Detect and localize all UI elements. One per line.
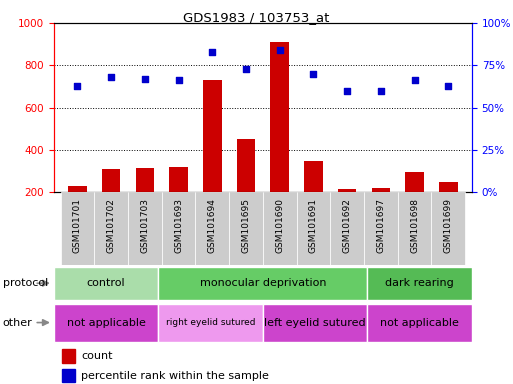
Bar [68,186,87,192]
Bar [364,192,398,265]
Point [174,78,183,84]
Bar [367,303,472,342]
Bar [297,192,330,265]
Point [377,88,385,94]
Text: GSM101701: GSM101701 [73,198,82,253]
Bar [263,192,297,265]
Bar [54,303,159,342]
Bar [169,167,188,192]
Point [107,74,115,80]
Bar [367,267,472,300]
Text: other: other [3,318,32,328]
Point [208,49,216,55]
Point [141,76,149,82]
Text: GSM101692: GSM101692 [343,198,352,253]
Point [309,71,318,77]
Bar [128,192,162,265]
Text: GSM101691: GSM101691 [309,198,318,253]
Bar [405,172,424,192]
Bar [159,267,367,300]
Text: right eyelid sutured: right eyelid sutured [166,318,255,327]
Bar [371,188,390,192]
Bar [135,168,154,192]
Bar [195,192,229,265]
Bar [338,189,357,192]
Point [410,78,419,84]
Text: GSM101693: GSM101693 [174,198,183,253]
Bar [304,161,323,192]
Bar [398,192,431,265]
Bar [203,80,222,192]
Text: not applicable: not applicable [67,318,146,328]
Text: GSM101699: GSM101699 [444,198,453,253]
Bar [159,303,263,342]
Bar [431,192,465,265]
Bar [270,42,289,192]
Bar [263,303,367,342]
Point [275,47,284,53]
Bar [330,192,364,265]
Text: GSM101702: GSM101702 [107,198,116,253]
Text: left eyelid sutured: left eyelid sutured [264,318,366,328]
Text: count: count [81,351,112,361]
Point [444,83,452,89]
Text: percentile rank within the sample: percentile rank within the sample [81,371,269,381]
Bar [229,192,263,265]
Text: dark rearing: dark rearing [385,278,454,288]
Text: GDS1983 / 103753_at: GDS1983 / 103753_at [183,12,330,25]
Bar [62,349,75,363]
Text: GSM101703: GSM101703 [141,198,149,253]
Bar [54,267,159,300]
Text: GSM101690: GSM101690 [275,198,284,253]
Bar [439,182,458,192]
Point [242,66,250,72]
Bar [162,192,195,265]
Bar [62,369,75,382]
Text: GSM101694: GSM101694 [208,198,217,253]
Text: GSM101695: GSM101695 [242,198,250,253]
Point [73,83,82,89]
Text: GSM101698: GSM101698 [410,198,419,253]
Text: protocol: protocol [3,278,48,288]
Text: GSM101697: GSM101697 [377,198,385,253]
Text: control: control [87,278,126,288]
Bar [94,192,128,265]
Point [343,88,351,94]
Text: not applicable: not applicable [380,318,459,328]
Bar [237,139,255,192]
Text: monocular deprivation: monocular deprivation [200,278,326,288]
Bar [61,192,94,265]
Bar [102,169,121,192]
